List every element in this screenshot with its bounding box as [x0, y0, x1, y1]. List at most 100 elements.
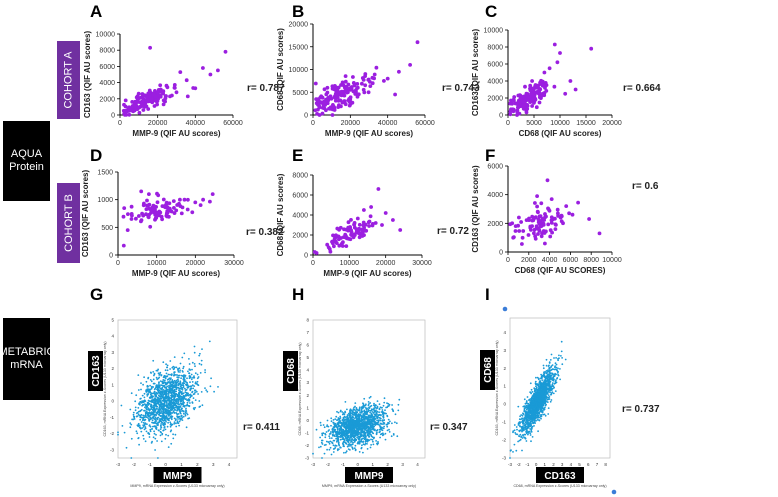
- data-point: [341, 433, 344, 436]
- data-point: [356, 422, 358, 424]
- data-point: [349, 415, 352, 418]
- data-point: [337, 417, 340, 419]
- data-point: [195, 390, 198, 393]
- data-point: [530, 429, 533, 431]
- data-point: [193, 363, 196, 365]
- data-point: [543, 86, 547, 90]
- y-tick-label: 2: [111, 366, 114, 371]
- data-point: [333, 430, 335, 433]
- data-point: [176, 381, 179, 384]
- data-point: [332, 451, 335, 453]
- y-tick-label: 3: [503, 348, 506, 353]
- data-point: [154, 395, 157, 397]
- data-point: [188, 358, 190, 360]
- data-point: [324, 92, 329, 97]
- x-label-small: MMP9, mRNA Expression z-Scores (U133 mic…: [322, 484, 416, 488]
- data-point: [349, 408, 352, 411]
- y-tick-label: 15000: [289, 44, 309, 51]
- data-point: [179, 371, 181, 373]
- data-point: [161, 433, 164, 436]
- data-point: [162, 396, 165, 398]
- data-point: [194, 372, 197, 375]
- data-point: [123, 431, 126, 434]
- data-point: [383, 401, 386, 404]
- data-point: [322, 424, 325, 426]
- data-point: [369, 429, 371, 432]
- data-point: [329, 446, 332, 449]
- data-point: [152, 104, 157, 108]
- data-point: [360, 76, 365, 80]
- data-point: [333, 84, 337, 88]
- data-point: [161, 380, 164, 383]
- data-point: [125, 446, 128, 449]
- data-point: [362, 451, 364, 454]
- data-point: [146, 388, 149, 391]
- data-point: [145, 410, 148, 413]
- data-point: [187, 394, 190, 397]
- data-point: [139, 426, 141, 428]
- data-point: [178, 367, 181, 370]
- y-tick-label: -2: [502, 438, 506, 443]
- data-point: [145, 198, 149, 203]
- data-point: [415, 40, 420, 45]
- data-point: [387, 422, 390, 425]
- data-point: [158, 376, 161, 379]
- x-tick-label: 1: [371, 462, 374, 467]
- data-point: [538, 87, 543, 92]
- data-point: [513, 224, 518, 229]
- data-point: [346, 435, 349, 438]
- data-point: [355, 216, 360, 221]
- data-point: [208, 199, 212, 204]
- data-point: [342, 417, 345, 420]
- data-point: [516, 105, 521, 110]
- data-point: [152, 409, 155, 412]
- data-point: [163, 99, 168, 104]
- data-point: [153, 432, 156, 435]
- data-point: [208, 72, 213, 77]
- data-point: [144, 99, 149, 103]
- data-point: [368, 84, 373, 88]
- data-point: [397, 403, 400, 406]
- x-label: MMP-9 (QIF AU scores): [132, 129, 220, 138]
- data-point: [157, 372, 160, 375]
- data-point: [337, 435, 340, 438]
- data-point: [380, 411, 383, 413]
- data-point: [367, 401, 370, 403]
- data-point: [173, 390, 175, 392]
- data-point: [526, 233, 531, 237]
- data-point: [129, 422, 132, 424]
- data-point: [335, 445, 338, 447]
- data-point: [173, 374, 176, 376]
- data-point: [162, 423, 164, 426]
- data-point: [169, 402, 171, 405]
- data-point: [533, 201, 537, 205]
- data-point: [570, 212, 575, 217]
- y-tick-label: 4000: [487, 79, 503, 86]
- data-point: [536, 232, 540, 236]
- data-point: [149, 414, 151, 417]
- data-point: [156, 424, 158, 426]
- data-point: [172, 206, 176, 210]
- data-point: [386, 402, 388, 404]
- data-point: [350, 445, 352, 447]
- data-point: [158, 400, 161, 403]
- data-point: [188, 363, 191, 365]
- data-point: [370, 438, 372, 441]
- data-point: [332, 439, 335, 442]
- data-point: [201, 66, 205, 70]
- data-point: [201, 404, 204, 407]
- data-point: [124, 112, 129, 117]
- data-point: [537, 419, 540, 421]
- data-point: [537, 100, 542, 105]
- data-point: [184, 78, 189, 83]
- data-point: [177, 367, 179, 370]
- data-point: [358, 425, 361, 427]
- data-point: [154, 413, 157, 416]
- data-point: [320, 95, 325, 100]
- data-point: [368, 409, 370, 412]
- data-point: [346, 445, 349, 448]
- data-point: [366, 419, 369, 421]
- data-point: [157, 368, 160, 371]
- data-point: [160, 412, 163, 414]
- data-point: [354, 438, 357, 441]
